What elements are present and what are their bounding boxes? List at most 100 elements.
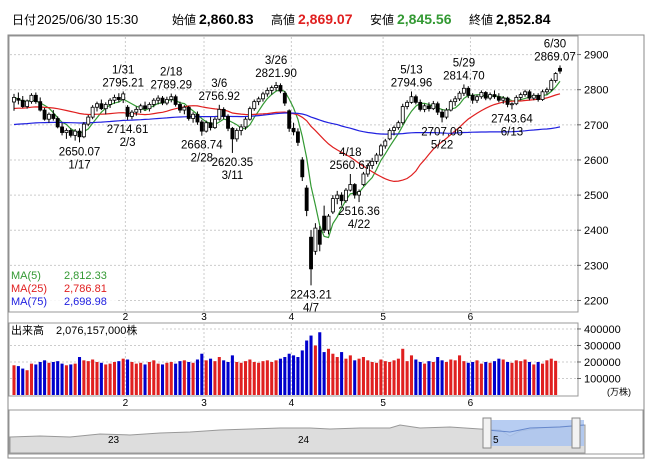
- volume-bar: [69, 364, 73, 395]
- candle-body: [156, 97, 161, 101]
- volume-bar: [318, 332, 322, 395]
- price-x-tick-label: 5: [380, 312, 386, 323]
- candle-body: [116, 97, 121, 100]
- volume-bar: [21, 368, 25, 395]
- annotation-date: 3/26: [265, 55, 287, 67]
- volume-label: 出来高: [11, 323, 44, 337]
- candle-body: [73, 130, 78, 136]
- annotation-value: 2814.70: [443, 70, 485, 82]
- volume-y-axis: 100000 200000 300000 400000: [577, 324, 621, 385]
- volume-bar: [423, 363, 427, 395]
- annotation-date: 3/11: [222, 170, 244, 182]
- candle-body: [182, 106, 187, 111]
- candle-body: [195, 113, 200, 123]
- overview-range-selection[interactable]: [487, 420, 584, 446]
- annotation-date: 3/6: [211, 78, 227, 90]
- volume-bar: [191, 362, 195, 395]
- volume-bar: [174, 363, 178, 395]
- candle-body: [422, 105, 427, 110]
- candle-body: [518, 94, 523, 98]
- overview-right-handle[interactable]: [571, 417, 581, 449]
- candle-body: [121, 93, 126, 100]
- annotation-value: 2243.21: [290, 289, 332, 301]
- volume-bar: [73, 363, 77, 395]
- volume-bar: [523, 359, 527, 395]
- annotation-date: 4/22: [348, 219, 370, 231]
- candle-body: [130, 111, 134, 117]
- volume-x-axis: 2 3 4 5 6: [123, 398, 474, 409]
- candle-body: [444, 109, 449, 118]
- volume-x-tick-label: 4: [289, 398, 295, 409]
- annotation-date: 1/17: [68, 159, 90, 171]
- candle-body: [252, 101, 257, 110]
- annotation-date: 2/18: [160, 67, 182, 79]
- volume-bar: [549, 358, 553, 395]
- candle-body: [300, 159, 305, 178]
- candle-body: [208, 122, 213, 129]
- datetime-value: 2025/06/30 15:30: [37, 12, 138, 27]
- candle-body: [60, 126, 64, 133]
- volume-bar: [130, 361, 134, 395]
- volume-bar: [501, 359, 505, 395]
- volume-bar: [169, 361, 173, 395]
- candle-body: [278, 85, 283, 92]
- candle-body: [348, 184, 353, 191]
- volume-bar: [335, 357, 339, 395]
- candle-body: [134, 108, 139, 113]
- candle-body: [396, 122, 401, 129]
- price-y-axis: 2200 2300 2400 2500 2600 2700 2800 2900: [577, 50, 608, 307]
- volume-bar: [488, 362, 492, 395]
- candle-body: [125, 106, 130, 117]
- annotation-value: 2707.06: [421, 126, 463, 138]
- candle-body: [540, 91, 545, 100]
- price-x-tick-label: 3: [201, 312, 207, 323]
- candle-body: [239, 126, 244, 131]
- volume-bar: [265, 360, 269, 395]
- volume-bar: [440, 360, 444, 395]
- volume-bar: [64, 365, 68, 395]
- price-y-tick-label: 2900: [584, 50, 608, 62]
- volume-bar: [283, 357, 287, 395]
- candle-body: [357, 191, 362, 196]
- annotation-date: 4/7: [303, 302, 319, 314]
- candle-body: [282, 92, 287, 104]
- candle-body: [33, 94, 38, 103]
- volume-bar: [375, 362, 379, 395]
- low-label: 安値: [370, 12, 394, 27]
- candle-body: [20, 99, 25, 107]
- volume-bar: [536, 361, 540, 395]
- candle-body: [64, 130, 69, 133]
- volume-bar: [222, 360, 226, 395]
- volume-bar: [519, 361, 523, 395]
- volume-y-tick-label: 100000: [584, 373, 621, 385]
- volume-bar: [248, 359, 252, 395]
- candle-body: [553, 73, 558, 81]
- annotation-date: 5/22: [431, 139, 453, 151]
- volume-bar: [405, 361, 409, 395]
- volume-bar: [213, 361, 217, 395]
- volume-bar: [357, 358, 361, 395]
- volume-bar: [287, 353, 291, 395]
- price-x-axis: 2 3 4 5 6: [123, 312, 474, 323]
- candle-body: [12, 97, 16, 103]
- low-value: 2,845.56: [397, 11, 452, 27]
- candle-body: [549, 80, 554, 91]
- candle-body: [29, 94, 34, 103]
- volume-bar: [165, 362, 169, 395]
- volume-bar: [204, 360, 208, 395]
- candle-body: [68, 130, 73, 136]
- volume-bar: [436, 357, 440, 395]
- volume-bar: [226, 361, 230, 395]
- volume-bar: [510, 362, 514, 395]
- overview-left-handle[interactable]: [482, 417, 492, 449]
- annotation-date: 5/29: [453, 57, 475, 69]
- volume-bar: [126, 359, 130, 395]
- volume-bar: [313, 345, 317, 395]
- candle-body: [505, 97, 510, 105]
- volume-bar: [160, 364, 165, 395]
- ma-line-75: [13, 112, 561, 135]
- candle-body: [138, 105, 143, 110]
- volume-bar: [414, 359, 418, 395]
